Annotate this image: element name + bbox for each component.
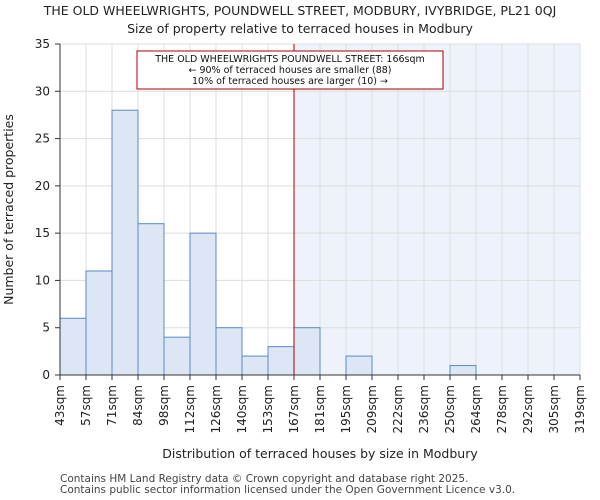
x-tick-label: 181sqm xyxy=(313,385,327,433)
highlight-region xyxy=(294,44,580,375)
x-tick-label: 98sqm xyxy=(157,385,171,426)
x-tick-label: 43sqm xyxy=(53,385,67,426)
y-tick-label: 30 xyxy=(35,84,50,98)
histogram-bar xyxy=(59,317,87,376)
y-tick-label: 5 xyxy=(42,321,50,335)
histogram-bar xyxy=(111,109,139,376)
annotation-text: 10% of terraced houses are larger (10) → xyxy=(192,76,388,87)
histogram-bar xyxy=(85,270,113,376)
x-tick-label: 71sqm xyxy=(105,385,119,426)
y-tick-label: 35 xyxy=(35,37,50,51)
histogram-bar xyxy=(137,223,165,376)
y-tick-label: 15 xyxy=(35,226,50,240)
x-tick-label: 209sqm xyxy=(365,385,379,433)
x-tick-label: 153sqm xyxy=(261,385,275,433)
x-tick-label: 278sqm xyxy=(495,385,509,433)
histogram-bar xyxy=(293,327,321,376)
x-tick-label: 264sqm xyxy=(469,385,483,433)
footer-copyright: Contains HM Land Registry data © Crown c… xyxy=(60,473,469,485)
y-tick-label: 25 xyxy=(35,132,50,146)
histogram-bar xyxy=(345,355,373,376)
annotation-text: ← 90% of terraced houses are smaller (88… xyxy=(188,65,391,76)
x-tick-label: 112sqm xyxy=(183,385,197,433)
x-tick-label: 319sqm xyxy=(573,385,587,433)
x-tick-label: 250sqm xyxy=(443,385,457,433)
histogram-bar xyxy=(267,346,295,376)
footer-licence: Contains public sector information licen… xyxy=(60,484,516,496)
x-tick-label: 126sqm xyxy=(209,385,223,433)
annotation-text: THE OLD WHEELWRIGHTS POUNDWELL STREET: 1… xyxy=(154,54,425,65)
x-tick-label: 140sqm xyxy=(235,385,249,433)
x-axis-title: Distribution of terraced houses by size … xyxy=(162,446,478,461)
histogram-bar xyxy=(449,365,477,376)
y-tick-label: 20 xyxy=(35,179,50,193)
histogram-bar xyxy=(189,232,217,376)
chart-title: THE OLD WHEELWRIGHTS, POUNDWELL STREET, … xyxy=(43,3,557,18)
y-axis-title: Number of terraced properties xyxy=(1,114,16,305)
annotation-box xyxy=(136,50,444,90)
x-tick-label: 292sqm xyxy=(521,385,535,433)
y-tick-label: 10 xyxy=(35,273,50,287)
x-tick-label: 236sqm xyxy=(417,385,431,433)
x-tick-label: 195sqm xyxy=(339,385,353,433)
chart-subtitle: Size of property relative to terraced ho… xyxy=(127,21,473,36)
histogram-bar xyxy=(215,327,243,376)
x-tick-label: 84sqm xyxy=(131,385,145,426)
x-tick-label: 222sqm xyxy=(391,385,405,433)
x-tick-label: 57sqm xyxy=(79,385,93,426)
histogram-bar xyxy=(241,355,269,376)
x-tick-label: 167sqm xyxy=(287,385,301,433)
histogram-bar xyxy=(163,336,191,376)
x-tick-label: 305sqm xyxy=(547,385,561,433)
y-tick-label: 0 xyxy=(42,368,50,382)
